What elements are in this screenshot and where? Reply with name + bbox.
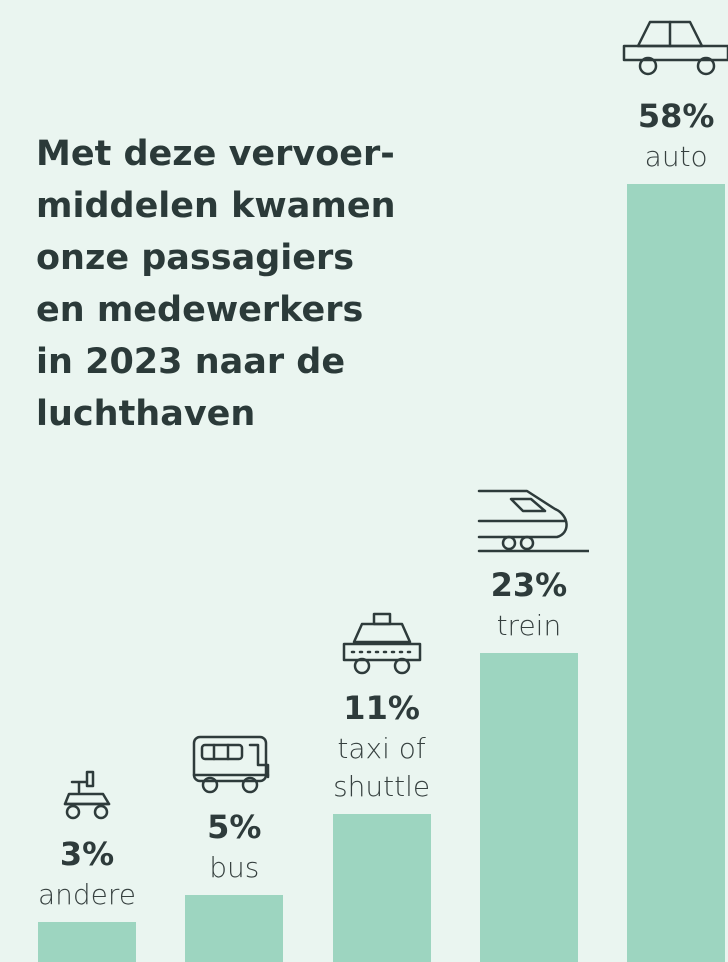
bar-label: 11% taxi of shuttle [302,604,462,806]
value-label: 58% [637,96,715,135]
bar-label: 5% bus [154,723,314,887]
value-label: 5% [207,807,262,846]
value-label: 3% [59,834,115,873]
bar [332,814,431,962]
category-label: trein [496,609,562,643]
category-label: andere [37,877,137,911]
icon [342,613,421,675]
bar [627,183,726,962]
bar [479,653,578,962]
bar-label: 3% andere [7,750,167,914]
value-label: 11% [343,689,420,728]
category-label: taxi of shuttle [333,732,431,804]
chart-title: Met deze vervoer-middelen kwamen onze pa… [36,134,396,434]
bar-label: 58% auto [596,12,728,176]
icon [477,490,589,553]
icon [63,770,111,819]
bar [38,921,136,962]
icon [193,735,270,794]
value-label: 23% [490,566,568,605]
category-label: auto [644,139,708,173]
category-label: bus [209,850,260,884]
bar [185,894,284,962]
bar-label: 23% trein [449,481,609,645]
icon [622,20,728,75]
